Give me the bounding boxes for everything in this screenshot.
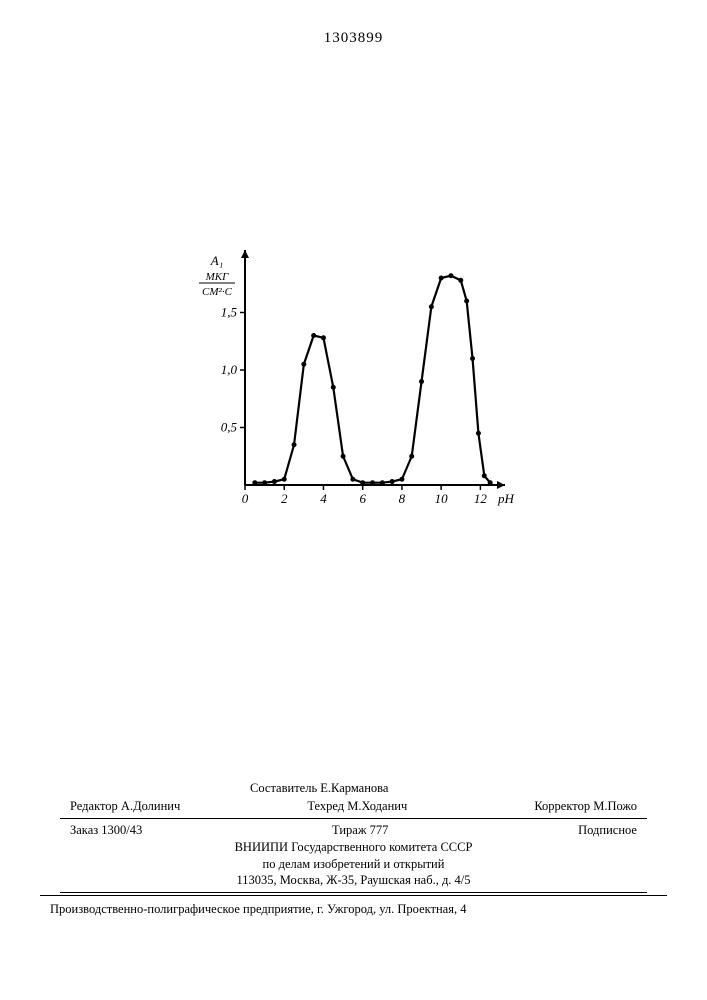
- editor-label: Редактор: [70, 799, 118, 813]
- compiler-name: Е.Карманова: [320, 781, 388, 795]
- subscription: Подписное: [578, 822, 637, 839]
- org-address: 113035, Москва, Ж-35, Раушская наб., д. …: [60, 872, 647, 889]
- svg-text:МКГ: МКГ: [205, 271, 229, 283]
- svg-text:1,5: 1,5: [221, 305, 238, 320]
- techred-name: М.Ходанич: [347, 799, 407, 813]
- footer-block: Составитель Е.Карманова Редактор А.Долин…: [60, 780, 647, 896]
- svg-text:2: 2: [281, 491, 288, 506]
- org-line-2: по делам изобретений и открытий: [60, 856, 647, 873]
- svg-text:1,0: 1,0: [221, 362, 238, 377]
- svg-text:4: 4: [320, 491, 327, 506]
- svg-text:СМ²·C: СМ²·C: [202, 286, 233, 298]
- order: Заказ 1300/43: [70, 822, 142, 839]
- page-number: 1303899: [0, 30, 707, 47]
- svg-text:0,5: 0,5: [221, 420, 238, 435]
- org-line-1: ВНИИПИ Государственного комитета СССР: [60, 839, 647, 856]
- compiler-label: Составитель: [250, 781, 317, 795]
- svg-text:10: 10: [435, 491, 449, 506]
- corrector-name: М.Пожо: [593, 799, 637, 813]
- techred-label: Техред: [307, 799, 344, 813]
- chart: 0,5 1,0 1,5 0 2 4 6 8 10 12 рН A₁ МКГ СМ²·C: [190, 240, 520, 520]
- corrector-label: Корректор: [534, 799, 590, 813]
- svg-text:0: 0: [242, 491, 249, 506]
- svg-text:12: 12: [474, 491, 488, 506]
- tirage: Тираж 777: [332, 822, 388, 839]
- svg-text:A₁: A₁: [210, 253, 223, 268]
- bottom-print-line: Производственно-полиграфическое предприя…: [40, 895, 667, 917]
- svg-text:рН: рН: [497, 491, 515, 506]
- svg-text:8: 8: [399, 491, 406, 506]
- svg-text:6: 6: [359, 491, 366, 506]
- editor-name: А.Долинич: [121, 799, 180, 813]
